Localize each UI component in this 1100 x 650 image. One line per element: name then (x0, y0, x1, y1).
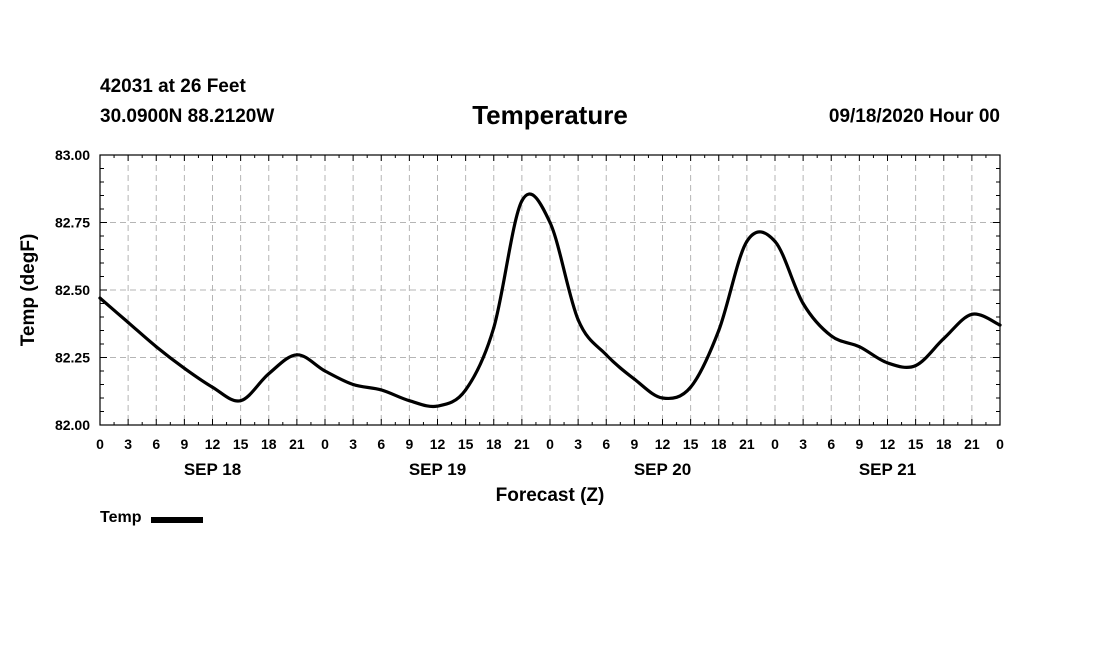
x-tick-label: 9 (630, 436, 638, 452)
x-tick-label: 15 (908, 436, 924, 452)
x-tick-label: 6 (152, 436, 160, 452)
x-tick-label: 12 (430, 436, 446, 452)
x-tick-label: 18 (486, 436, 502, 452)
x-tick-label: 15 (458, 436, 474, 452)
x-tick-label: 21 (289, 436, 305, 452)
y-tick-label: 82.50 (55, 282, 90, 298)
temp-data-point (323, 369, 327, 373)
temp-data-point (379, 388, 383, 392)
x-tick-label: 21 (739, 436, 755, 452)
temp-data-point (267, 372, 271, 376)
temp-data-point (126, 320, 130, 324)
temp-data-point (829, 334, 833, 338)
legend: Temp (100, 509, 204, 527)
x-tick-label: 21 (964, 436, 980, 452)
date-label: SEP 21 (859, 460, 916, 479)
temp-data-point (604, 353, 608, 357)
y-tick-label: 82.25 (55, 350, 90, 366)
axis-labels: 0 3 6 9 12 15 18 21 0 3 6 9 12 15 18 21 0 3 6 9 12 15 18 21 0 3 6 9… (55, 147, 1004, 479)
x-tick-label: 0 (96, 436, 104, 452)
temp-series-points (98, 199, 1002, 408)
x-tick-label: 9 (180, 436, 188, 452)
legend-line-swatch (151, 516, 204, 523)
legend-label: Temp (100, 509, 142, 526)
date-label: SEP 20 (634, 460, 691, 479)
x-tick-label: 3 (799, 436, 807, 452)
x-tick-label: 15 (233, 436, 249, 452)
x-tick-label: 12 (880, 436, 896, 452)
temp-data-point (154, 345, 158, 349)
temp-data-point (773, 239, 777, 243)
temp-data-point (942, 337, 946, 341)
date-label: SEP 19 (409, 460, 466, 479)
temp-data-point (239, 399, 243, 403)
x-tick-label: 21 (514, 436, 530, 452)
x-tick-label: 0 (546, 436, 554, 452)
x-tick-label: 18 (936, 436, 952, 452)
x-axis-title: Forecast (Z) (496, 485, 605, 506)
temp-data-point (98, 296, 102, 300)
y-tick-label: 82.75 (55, 215, 90, 231)
temp-data-point (492, 326, 496, 330)
x-tick-label: 9 (405, 436, 413, 452)
temp-data-point (998, 323, 1002, 327)
x-tick-label: 3 (349, 436, 357, 452)
temp-data-point (211, 385, 214, 389)
forecast-timestamp: 09/18/2020 Hour 00 (828, 106, 1000, 127)
temp-data-point (464, 388, 468, 392)
x-tick-label: 18 (711, 436, 727, 452)
x-tick-label: 12 (655, 436, 671, 452)
x-tick-label: 6 (377, 436, 385, 452)
temp-data-point (351, 383, 355, 386)
temp-data-point (632, 377, 636, 381)
x-tick-label: 15 (683, 436, 699, 452)
temp-data-point (520, 199, 524, 203)
x-tick-label: 9 (855, 436, 863, 452)
temp-data-point (548, 221, 552, 224)
temp-data-point (661, 396, 664, 400)
y-tick-label: 83.00 (55, 147, 90, 163)
temp-data-point (576, 318, 580, 322)
temp-data-point (886, 361, 889, 365)
y-tick-label: 82.00 (55, 417, 90, 433)
temp-data-point (717, 329, 721, 332)
chart-title: Temperature (472, 100, 628, 130)
x-tick-label: 6 (602, 436, 610, 452)
temp-data-point (745, 239, 749, 243)
temp-data-point (436, 404, 439, 408)
temp-data-point (295, 353, 299, 357)
temp-data-point (970, 312, 974, 316)
temp-data-point (407, 399, 411, 403)
temp-data-point (689, 385, 693, 389)
x-tick-label: 12 (205, 436, 221, 452)
x-tick-label: 3 (574, 436, 582, 452)
axis-ticks (99, 154, 1001, 426)
coordinates-label: 30.0900N 88.2120W (100, 106, 275, 127)
station-label: 42031 at 26 Feet (100, 76, 246, 97)
temp-data-point (857, 345, 861, 349)
temp-data-point (801, 302, 805, 305)
x-tick-label: 0 (771, 436, 779, 452)
gridlines (100, 155, 1000, 425)
x-tick-label: 6 (827, 436, 835, 452)
y-axis-title: Temp (degF) (18, 234, 39, 347)
date-label: SEP 18 (184, 460, 241, 479)
x-tick-label: 0 (996, 436, 1004, 452)
x-tick-label: 0 (321, 436, 329, 452)
x-tick-label: 3 (124, 436, 132, 452)
temp-data-point (182, 366, 186, 370)
x-tick-label: 18 (261, 436, 277, 452)
temp-data-point (914, 364, 918, 368)
